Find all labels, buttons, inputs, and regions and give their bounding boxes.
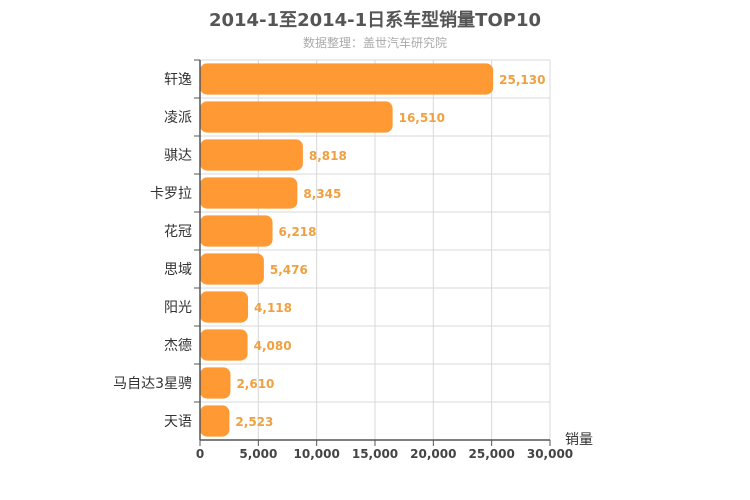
data-label: 8,818 [309,149,347,163]
category-label: 花冠 [164,224,192,240]
data-label: 25,130 [499,73,545,87]
bar [200,329,248,361]
data-label: 2,523 [235,415,273,429]
chart-title: 2014-1至2014-1日系车型销量TOP10 [208,10,541,31]
chart-subtitle: 数据整理：盖世汽车研究院 [302,36,447,50]
x-axis-title: 销量 [565,432,593,448]
data-label: 4,080 [254,339,292,353]
x-tick-label: 20,000 [410,447,456,461]
category-label: 杰德 [164,338,192,354]
data-label: 16,510 [399,111,445,125]
x-tick-label: 10,000 [294,447,340,461]
bar [200,101,393,133]
category-label: 思域 [164,262,192,278]
bar [200,253,264,285]
bar [200,177,298,209]
bar [200,215,273,247]
category-label: 凌派 [164,110,192,126]
category-label: 马自达3星骋 [113,376,192,392]
category-label: 骐达 [164,148,192,164]
category-label: 天语 [164,414,192,430]
x-tick-label: 30,000 [527,447,573,461]
bar [200,405,230,437]
bar [200,367,231,399]
category-label: 轩逸 [164,72,192,88]
data-label: 6,218 [279,225,317,239]
x-tick-label: 15,000 [352,447,398,461]
bar [200,139,303,171]
data-label: 8,345 [303,187,341,201]
category-label: 卡罗拉 [150,186,192,202]
data-label: 5,476 [270,263,308,277]
bar [200,291,249,323]
x-tick-label: 25,000 [469,447,515,461]
x-tick-label: 0 [196,447,204,461]
category-label: 阳光 [164,300,192,316]
data-label: 4,118 [254,301,292,315]
x-tick-label: 5,000 [239,447,277,461]
bar [200,63,494,95]
data-label: 2,610 [236,377,274,391]
